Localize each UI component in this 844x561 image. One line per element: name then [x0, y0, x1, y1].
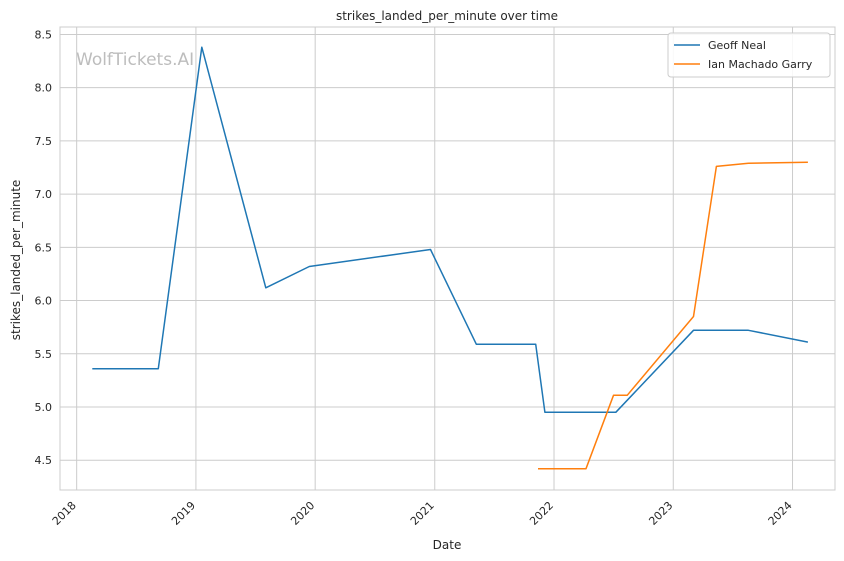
y-tick-label: 6.0 [35, 295, 53, 308]
y-tick-label: 6.5 [35, 241, 53, 254]
x-axis-title: Date [433, 538, 462, 552]
y-tick-label: 7.5 [35, 135, 53, 148]
plot-frame [59, 26, 836, 491]
y-tick-label: 4.5 [35, 454, 53, 467]
y-tick-label: 7.0 [35, 188, 53, 201]
y-tick-label: 8.0 [35, 82, 53, 95]
series-line-geoff-neal [92, 46, 809, 414]
legend-box [667, 32, 831, 78]
series-line-ian-machado-garry [538, 161, 808, 470]
legend-label-ian-machado-garry: Ian Machado Garry [708, 58, 813, 71]
legend-label-geoff-neal: Geoff Neal [708, 39, 766, 52]
watermark: WolfTickets.AI [76, 50, 194, 70]
series-lines [92, 46, 809, 470]
y-axis-ticks: 4.5 5.0 5.5 6.0 6.5 7.0 7.5 8.0 8.5 [35, 28, 53, 467]
y-tick-label: 5.5 [35, 348, 53, 361]
y-tick-label: 5.0 [35, 401, 53, 414]
y-tick-label: 8.5 [35, 28, 53, 41]
legend: Geoff Neal Ian Machado Garry [667, 32, 831, 78]
chart-title: strikes_landed_per_minute over time [336, 9, 558, 23]
y-axis-title: strikes_landed_per_minute [9, 180, 23, 341]
